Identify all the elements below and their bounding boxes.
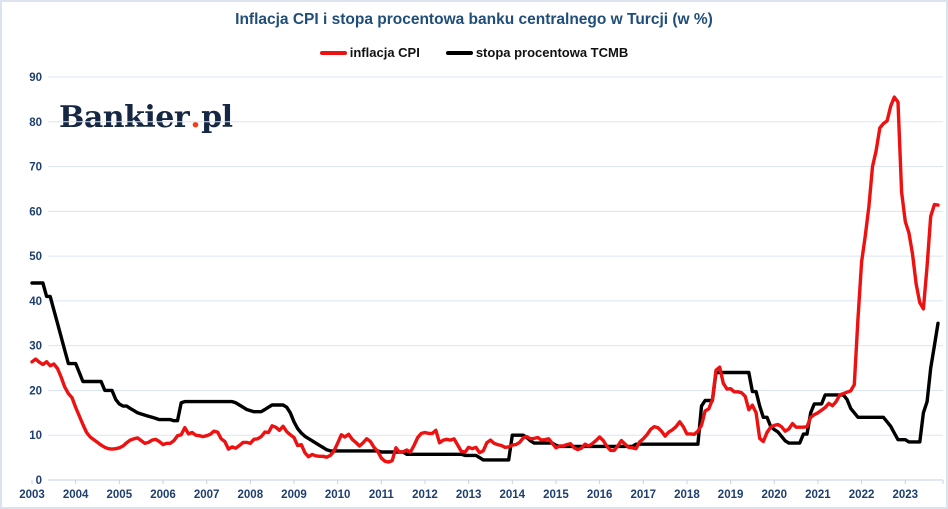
- y-axis-tick-label: 90: [29, 72, 42, 84]
- legend-item-tcmb: stopa procentowa TCMB: [445, 45, 629, 60]
- y-axis-tick-label: 10: [29, 430, 42, 442]
- logo-text-main: Bankier: [59, 100, 190, 135]
- chart-title: Inflacja CPI i stopa procentowa banku ce…: [235, 11, 713, 28]
- logo-dot: .: [190, 100, 201, 135]
- y-axis-tick-label: 80: [29, 117, 42, 129]
- x-axis-tick-label: 2003: [19, 489, 45, 501]
- y-axis-tick-label: 0: [36, 475, 42, 487]
- x-axis-tick-label: 2009: [281, 489, 307, 501]
- x-axis-tick-label: 2011: [369, 489, 395, 501]
- x-axis-tick-label: 2016: [587, 489, 613, 501]
- x-axis-tick-label: 2015: [543, 489, 569, 501]
- cpi-line-swatch-icon: [319, 50, 347, 55]
- tcmb-series-line: [30, 281, 940, 462]
- x-axis-tick-label: 2023: [892, 489, 918, 501]
- legend-label-tcmb: stopa procentowa TCMB: [475, 45, 629, 60]
- x-axis-tick-label: 2013: [456, 489, 482, 501]
- y-axis-tick-label: 40: [29, 296, 42, 308]
- x-axis-tick-label: 2005: [107, 489, 133, 501]
- y-axis-tick-label: 20: [29, 385, 42, 397]
- bankier-logo: Bankier.pl: [59, 103, 233, 133]
- x-axis-tick-label: 2014: [499, 489, 525, 501]
- legend-label-cpi: inflacja CPI: [349, 45, 420, 60]
- x-axis-tick-label: 2022: [849, 489, 875, 501]
- x-axis-tick-label: 2021: [805, 489, 831, 501]
- legend-item-cpi: inflacja CPI: [319, 45, 420, 60]
- y-axis-tick-label: 60: [29, 206, 42, 218]
- x-axis-tick-label: 2004: [63, 489, 89, 501]
- x-axis-tick-label: 2012: [412, 489, 438, 501]
- y-axis-tick-label: 70: [29, 162, 42, 174]
- x-axis-tick-label: 2006: [150, 489, 176, 501]
- x-axis-tick-label: 2008: [238, 489, 264, 501]
- x-axis-tick-label: 2018: [674, 489, 700, 501]
- cpi-series-line: [30, 95, 940, 464]
- tcmb-line-swatch-icon: [445, 50, 473, 55]
- y-axis-tick-label: 30: [29, 341, 42, 353]
- x-axis-tick-label: 2010: [325, 489, 351, 501]
- legend: inflacja CPI stopa procentowa TCMB: [2, 45, 946, 60]
- x-axis-tick-label: 2017: [630, 489, 656, 501]
- x-axis-tick-label: 2019: [718, 489, 744, 501]
- y-axis-tick-label: 50: [29, 251, 42, 263]
- x-axis-tick-label: 2007: [194, 489, 220, 501]
- x-axis-tick-label: 2020: [761, 489, 787, 501]
- logo-text-suffix: pl: [201, 100, 233, 135]
